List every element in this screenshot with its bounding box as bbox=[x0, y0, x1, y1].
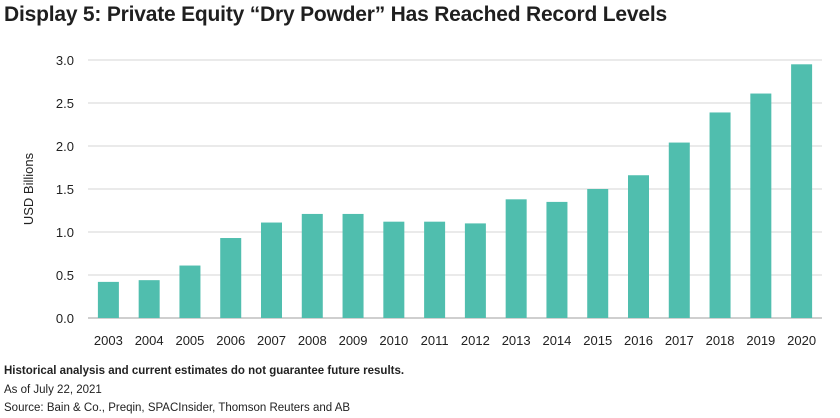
y-axis-label: USD Billions bbox=[21, 152, 36, 225]
bar-2019 bbox=[750, 93, 772, 318]
x-tick-label: 2020 bbox=[787, 333, 816, 348]
as-of-date: As of July 22, 2021 bbox=[4, 384, 102, 396]
source-note: Source: Bain & Co., Preqin, SPACInsider,… bbox=[4, 402, 351, 414]
y-tick-label: 2.0 bbox=[56, 139, 74, 154]
x-tick-label: 2008 bbox=[298, 333, 327, 348]
y-tick-label: 0.5 bbox=[56, 268, 74, 283]
x-tick-label: 2013 bbox=[502, 333, 531, 348]
x-tick-label: 2005 bbox=[175, 333, 204, 348]
x-tick-label: 2009 bbox=[339, 333, 368, 348]
y-tick-labels: 0.0 0.5 1.0 1.5 2.0 2.5 3.0 bbox=[56, 53, 74, 326]
y-tick-label: 0.0 bbox=[56, 311, 74, 326]
x-tick-label: 2006 bbox=[216, 333, 245, 348]
disclaimer-note: Historical analysis and current estimate… bbox=[4, 365, 405, 377]
x-tick-label: 2012 bbox=[461, 333, 490, 348]
bar-2006 bbox=[220, 238, 242, 318]
x-tick-label: 2019 bbox=[746, 333, 775, 348]
bar-2020 bbox=[791, 64, 813, 318]
y-tick-label: 1.5 bbox=[56, 182, 74, 197]
bar-2018 bbox=[709, 112, 731, 319]
x-tick-label: 2018 bbox=[706, 333, 735, 348]
y-tick-label: 2.5 bbox=[56, 96, 74, 111]
x-tick-label: 2015 bbox=[583, 333, 612, 348]
bar-2012 bbox=[464, 223, 486, 318]
x-tick-label: 2016 bbox=[624, 333, 653, 348]
x-tick-label: 2007 bbox=[257, 333, 286, 348]
x-tick-label: 2004 bbox=[135, 333, 164, 348]
bar-chart: 0.00.51.01.52.02.53.0 2003 2004 2005 2006 20… bbox=[21, 53, 822, 348]
bar-2015 bbox=[587, 189, 609, 318]
chart-title: Display 5: Private Equity “Dry Powder” H… bbox=[4, 3, 667, 26]
x-tick-label: 2003 bbox=[94, 333, 123, 348]
bar-2016 bbox=[628, 175, 649, 318]
bars bbox=[97, 64, 813, 319]
y-tick-label: 1.0 bbox=[56, 225, 74, 240]
bar-2004 bbox=[138, 280, 160, 318]
bar-2007 bbox=[261, 222, 282, 318]
bar-2011 bbox=[424, 221, 446, 318]
bar-2017 bbox=[668, 142, 690, 318]
x-tick-label: 2010 bbox=[379, 333, 408, 348]
bar-2010 bbox=[383, 221, 405, 318]
bar-2013 bbox=[505, 199, 527, 318]
x-tick-label: 2017 bbox=[665, 333, 694, 348]
y-tick-label: 3.0 bbox=[56, 53, 74, 68]
x-tick-label: 2011 bbox=[421, 333, 449, 348]
bar-2003 bbox=[97, 281, 119, 318]
bar-2009 bbox=[342, 213, 364, 318]
x-tick-label: 2014 bbox=[542, 333, 571, 348]
gridlines bbox=[88, 59, 822, 319]
x-tick-labels: 2003 2004 2005 2006 2007 2008 2009 2010 2011 2012… bbox=[94, 333, 816, 348]
bar-2008 bbox=[301, 213, 323, 318]
bar-2005 bbox=[179, 265, 201, 318]
bar-2014 bbox=[546, 201, 568, 318]
